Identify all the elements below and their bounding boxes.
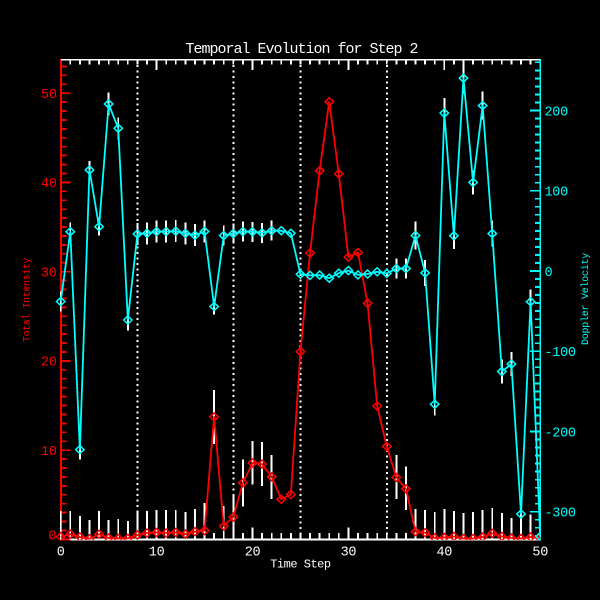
- svg-text:-200: -200: [545, 426, 576, 441]
- svg-text:-100: -100: [545, 346, 576, 361]
- svg-text:Total Intensity: Total Intensity: [22, 258, 34, 342]
- svg-text:40: 40: [436, 546, 452, 561]
- svg-text:Temporal Evolution for Step 2: Temporal Evolution for Step 2: [185, 41, 417, 58]
- svg-text:40: 40: [41, 177, 57, 192]
- svg-text:50: 50: [532, 546, 548, 561]
- svg-text:0: 0: [48, 529, 56, 544]
- svg-text:0: 0: [57, 546, 65, 561]
- svg-text:10: 10: [149, 546, 165, 561]
- svg-text:-300: -300: [545, 507, 576, 522]
- svg-text:0: 0: [545, 266, 553, 281]
- svg-text:20: 20: [245, 546, 261, 561]
- svg-text:20: 20: [41, 356, 57, 371]
- svg-text:30: 30: [41, 266, 57, 281]
- svg-text:200: 200: [545, 105, 569, 120]
- svg-text:100: 100: [545, 186, 569, 201]
- svg-text:50: 50: [41, 88, 57, 103]
- svg-text:Doppler Velocity: Doppler Velocity: [580, 253, 592, 345]
- svg-text:10: 10: [41, 445, 57, 460]
- svg-text:30: 30: [341, 546, 357, 561]
- svg-text:Time Step: Time Step: [270, 558, 331, 572]
